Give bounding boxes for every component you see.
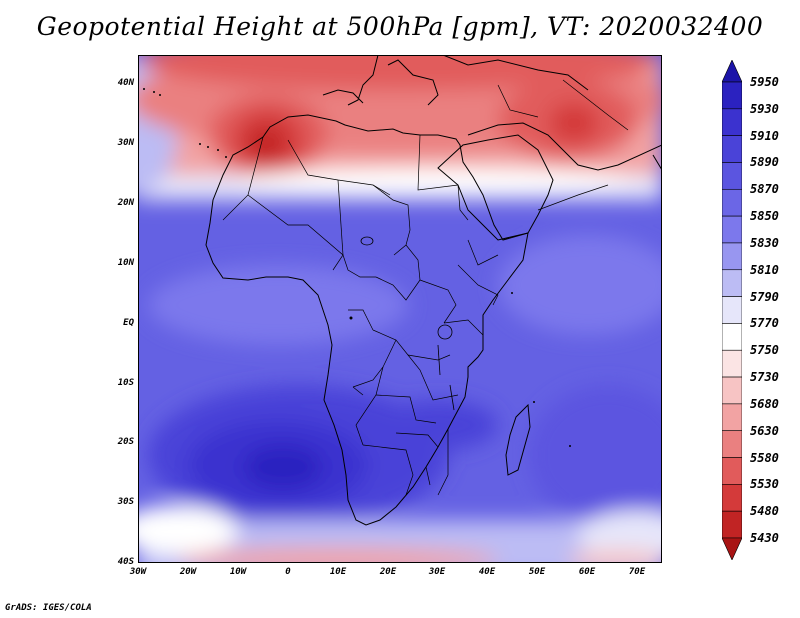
height-field-shading (138, 55, 662, 563)
colorbar-cell (722, 135, 742, 163)
plot-title: Geopotential Height at 500hPa [gpm], VT:… (36, 12, 764, 41)
colorbar-cell (722, 349, 742, 378)
colorbar-level-label: 5770 (750, 316, 779, 331)
grads-credit: GrADS: IGES/COLA (5, 603, 92, 613)
lon-label: 20W (179, 567, 197, 577)
colorbar-cell (722, 188, 742, 217)
lon-label: 60E (578, 567, 596, 577)
colorbar-level-label: 5870 (750, 182, 779, 197)
colorbar-level-label: 5530 (750, 477, 779, 492)
lat-label: 10S (117, 378, 134, 388)
colorbar-level-label: 5890 (750, 155, 779, 170)
lat-label: 40N (117, 78, 134, 88)
colorbar-level-label: 5580 (750, 450, 779, 465)
colorbar-cell (722, 81, 742, 110)
islands (143, 88, 571, 447)
colorbar-level-label: 5430 (750, 531, 779, 545)
lat-label: 40S (117, 557, 134, 567)
colorbar (722, 60, 742, 560)
colorbar-cell (722, 376, 742, 405)
colorbar-level-label: 5480 (750, 504, 779, 519)
lon-label: 30W (129, 567, 147, 577)
colorbar-cell (722, 269, 742, 297)
colorbar-level-label: 5830 (750, 235, 779, 250)
colorbar-level-label: 5950 (750, 75, 779, 89)
colorbar-cell (722, 323, 742, 351)
map-svg (138, 55, 662, 563)
colorbar-cell (722, 430, 742, 458)
colorbar-level-label: 5850 (750, 209, 779, 224)
colorbar-level-label: 5630 (750, 423, 779, 438)
lon-label: 40E (478, 567, 496, 577)
lon-label: 0 (285, 567, 291, 577)
lat-label: 20N (117, 198, 134, 208)
lat-label: EQ (123, 318, 134, 328)
colorbar-cell (722, 162, 742, 190)
colorbar-arrow-high (722, 60, 742, 83)
map-panel[interactable] (138, 55, 662, 563)
colorbar-cells (722, 60, 742, 560)
lat-label: 20S (117, 437, 134, 447)
colorbar-level-label: 5730 (750, 370, 779, 385)
lon-label: 30E (428, 567, 446, 577)
lon-label: 70E (628, 567, 646, 577)
lon-label: 10W (229, 567, 247, 577)
colorbar-level-label: 5680 (750, 396, 779, 411)
colorbar-level-label: 5910 (750, 128, 779, 143)
lon-label: 10E (329, 567, 347, 577)
colorbar-cell (722, 242, 742, 271)
colorbar-cell (722, 457, 742, 485)
lat-label: 10N (117, 258, 134, 268)
lon-label: 20E (379, 567, 397, 577)
colorbar-cell (722, 215, 742, 244)
lon-label: 50E (528, 567, 546, 577)
lakes (360, 236, 455, 411)
colorbar-cell (722, 510, 742, 539)
colorbar-cell (722, 403, 742, 432)
colorbar-cell (722, 484, 742, 512)
lat-label: 30S (117, 497, 134, 507)
colorbar-level-label: 5790 (750, 289, 779, 304)
lat-label: 30N (117, 138, 134, 148)
colorbar-level-label: 5930 (750, 101, 779, 116)
colorbar-cell (722, 296, 742, 324)
colorbar-arrow-low (722, 537, 742, 560)
colorbar-level-label: 5750 (750, 343, 779, 358)
colorbar-level-label: 5810 (750, 262, 779, 277)
country-borders (222, 79, 629, 496)
colorbar-cell (722, 108, 742, 136)
